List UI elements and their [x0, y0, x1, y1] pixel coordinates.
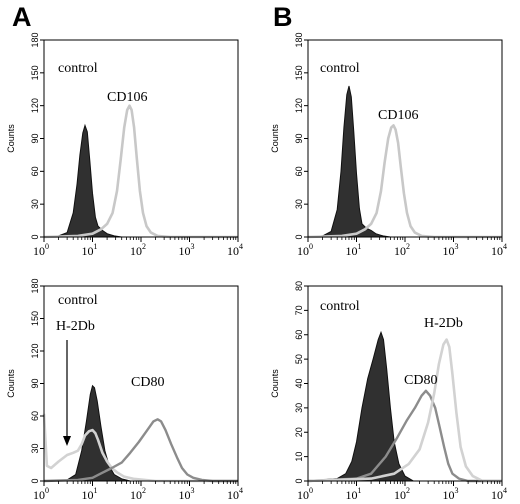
x-tick-label: 100 [33, 486, 49, 502]
y-tick-label: 180 [294, 32, 304, 47]
series-control-histogram [307, 85, 502, 238]
y-tick-label: 90 [294, 133, 304, 143]
y-tick-label: 30 [30, 199, 40, 209]
panel-letter-a: A [12, 2, 32, 32]
annotation-control: control [320, 61, 360, 76]
y-axis-label: Counts [6, 369, 16, 398]
series-control-histogram [43, 384, 238, 482]
y-tick-label: 30 [294, 403, 304, 413]
x-tick-label: 104 [227, 486, 243, 502]
x-tick-label: 104 [491, 486, 507, 502]
panel-letter-b: B [273, 2, 293, 32]
annotation-control: control [58, 293, 98, 308]
y-tick-label: 0 [294, 478, 304, 483]
y-tick-label: 150 [294, 65, 304, 80]
chart-B-top: 0 30 60 90 120 150 180 Counts 100 101 102 103 104 con… [270, 32, 507, 258]
y-tick-label: 120 [294, 98, 304, 113]
x-tick-label: 103 [179, 242, 195, 258]
y-tick-label: 0 [30, 478, 40, 483]
y-tick-label: 70 [294, 305, 304, 315]
series-cd106-histogram [307, 124, 502, 239]
y-tick-label: 150 [30, 311, 40, 326]
y-tick-label: 0 [294, 234, 304, 239]
y-tick-label: 180 [30, 32, 40, 47]
x-tick-label: 101 [82, 242, 98, 258]
y-tick-label: 90 [30, 378, 40, 388]
y-tick-label: 60 [294, 330, 304, 340]
y-tick-label: 0 [30, 234, 40, 239]
annotation-cd80: CD80 [404, 373, 437, 388]
y-tick-label: 60 [30, 166, 40, 176]
x-tick-label: 101 [82, 486, 98, 502]
y-tick-label: 180 [30, 278, 40, 293]
series-control-histogram [307, 330, 502, 482]
annotation-control: control [320, 299, 360, 314]
x-tick-label: 104 [227, 242, 243, 258]
series-control-histogram [43, 123, 238, 238]
x-tick-label: 102 [130, 242, 146, 258]
x-tick-label: 101 [346, 242, 362, 258]
x-tick-label: 100 [33, 242, 49, 258]
series-h-2db-histogram [42, 413, 238, 483]
y-axis-label: Counts [270, 369, 280, 398]
annotation-cd106: CD106 [378, 108, 418, 123]
y-tick-label: 80 [294, 281, 304, 291]
y-tick-label: 20 [294, 427, 304, 437]
y-tick-label: 150 [30, 65, 40, 80]
y-axis-label: Counts [270, 124, 280, 153]
x-tick-label: 100 [297, 486, 313, 502]
y-tick-label: 40 [294, 378, 304, 388]
annotation-cd106: CD106 [107, 90, 147, 105]
y-tick-label: 50 [294, 354, 304, 364]
series-h-2db-histogram [307, 338, 502, 483]
x-tick-label: 103 [443, 242, 459, 258]
y-tick-label: 60 [294, 166, 304, 176]
x-tick-label: 102 [394, 242, 410, 258]
chart-A-bottom: 0 30 60 90 120 150 180 Counts 100 101 102 103 104 con… [6, 278, 243, 502]
y-axis-label: Counts [6, 124, 16, 153]
annotation-cd80: CD80 [131, 375, 164, 390]
x-tick-label: 102 [394, 486, 410, 502]
chart-B-bottom: 0 10 20 30 40 50 60 70 80 Counts 100 101 102 103 104 co… [270, 281, 507, 502]
x-tick-label: 103 [443, 486, 459, 502]
h2db-arrow-head [63, 436, 71, 446]
annotation-h-2db: H-2Db [424, 316, 463, 331]
y-tick-label: 90 [30, 133, 40, 143]
x-tick-label: 102 [130, 486, 146, 502]
series-cd80-histogram [43, 418, 238, 483]
y-tick-label: 120 [30, 343, 40, 358]
y-tick-label: 10 [294, 452, 304, 462]
y-tick-label: 60 [30, 411, 40, 421]
annotation-control: control [58, 61, 98, 76]
x-tick-label: 100 [297, 242, 313, 258]
chart-A-top: 0 30 60 90 120 150 180 Counts 100 101 102 103 104 con… [6, 32, 243, 258]
annotation-h-2db: H-2Db [56, 319, 95, 334]
x-tick-label: 103 [179, 486, 195, 502]
x-tick-label: 104 [491, 242, 507, 258]
y-tick-label: 30 [294, 199, 304, 209]
y-tick-label: 30 [30, 443, 40, 453]
y-tick-label: 120 [30, 98, 40, 113]
series-cd80-histogram [307, 389, 502, 483]
x-tick-label: 101 [346, 486, 362, 502]
series-cd106-histogram [43, 104, 238, 239]
